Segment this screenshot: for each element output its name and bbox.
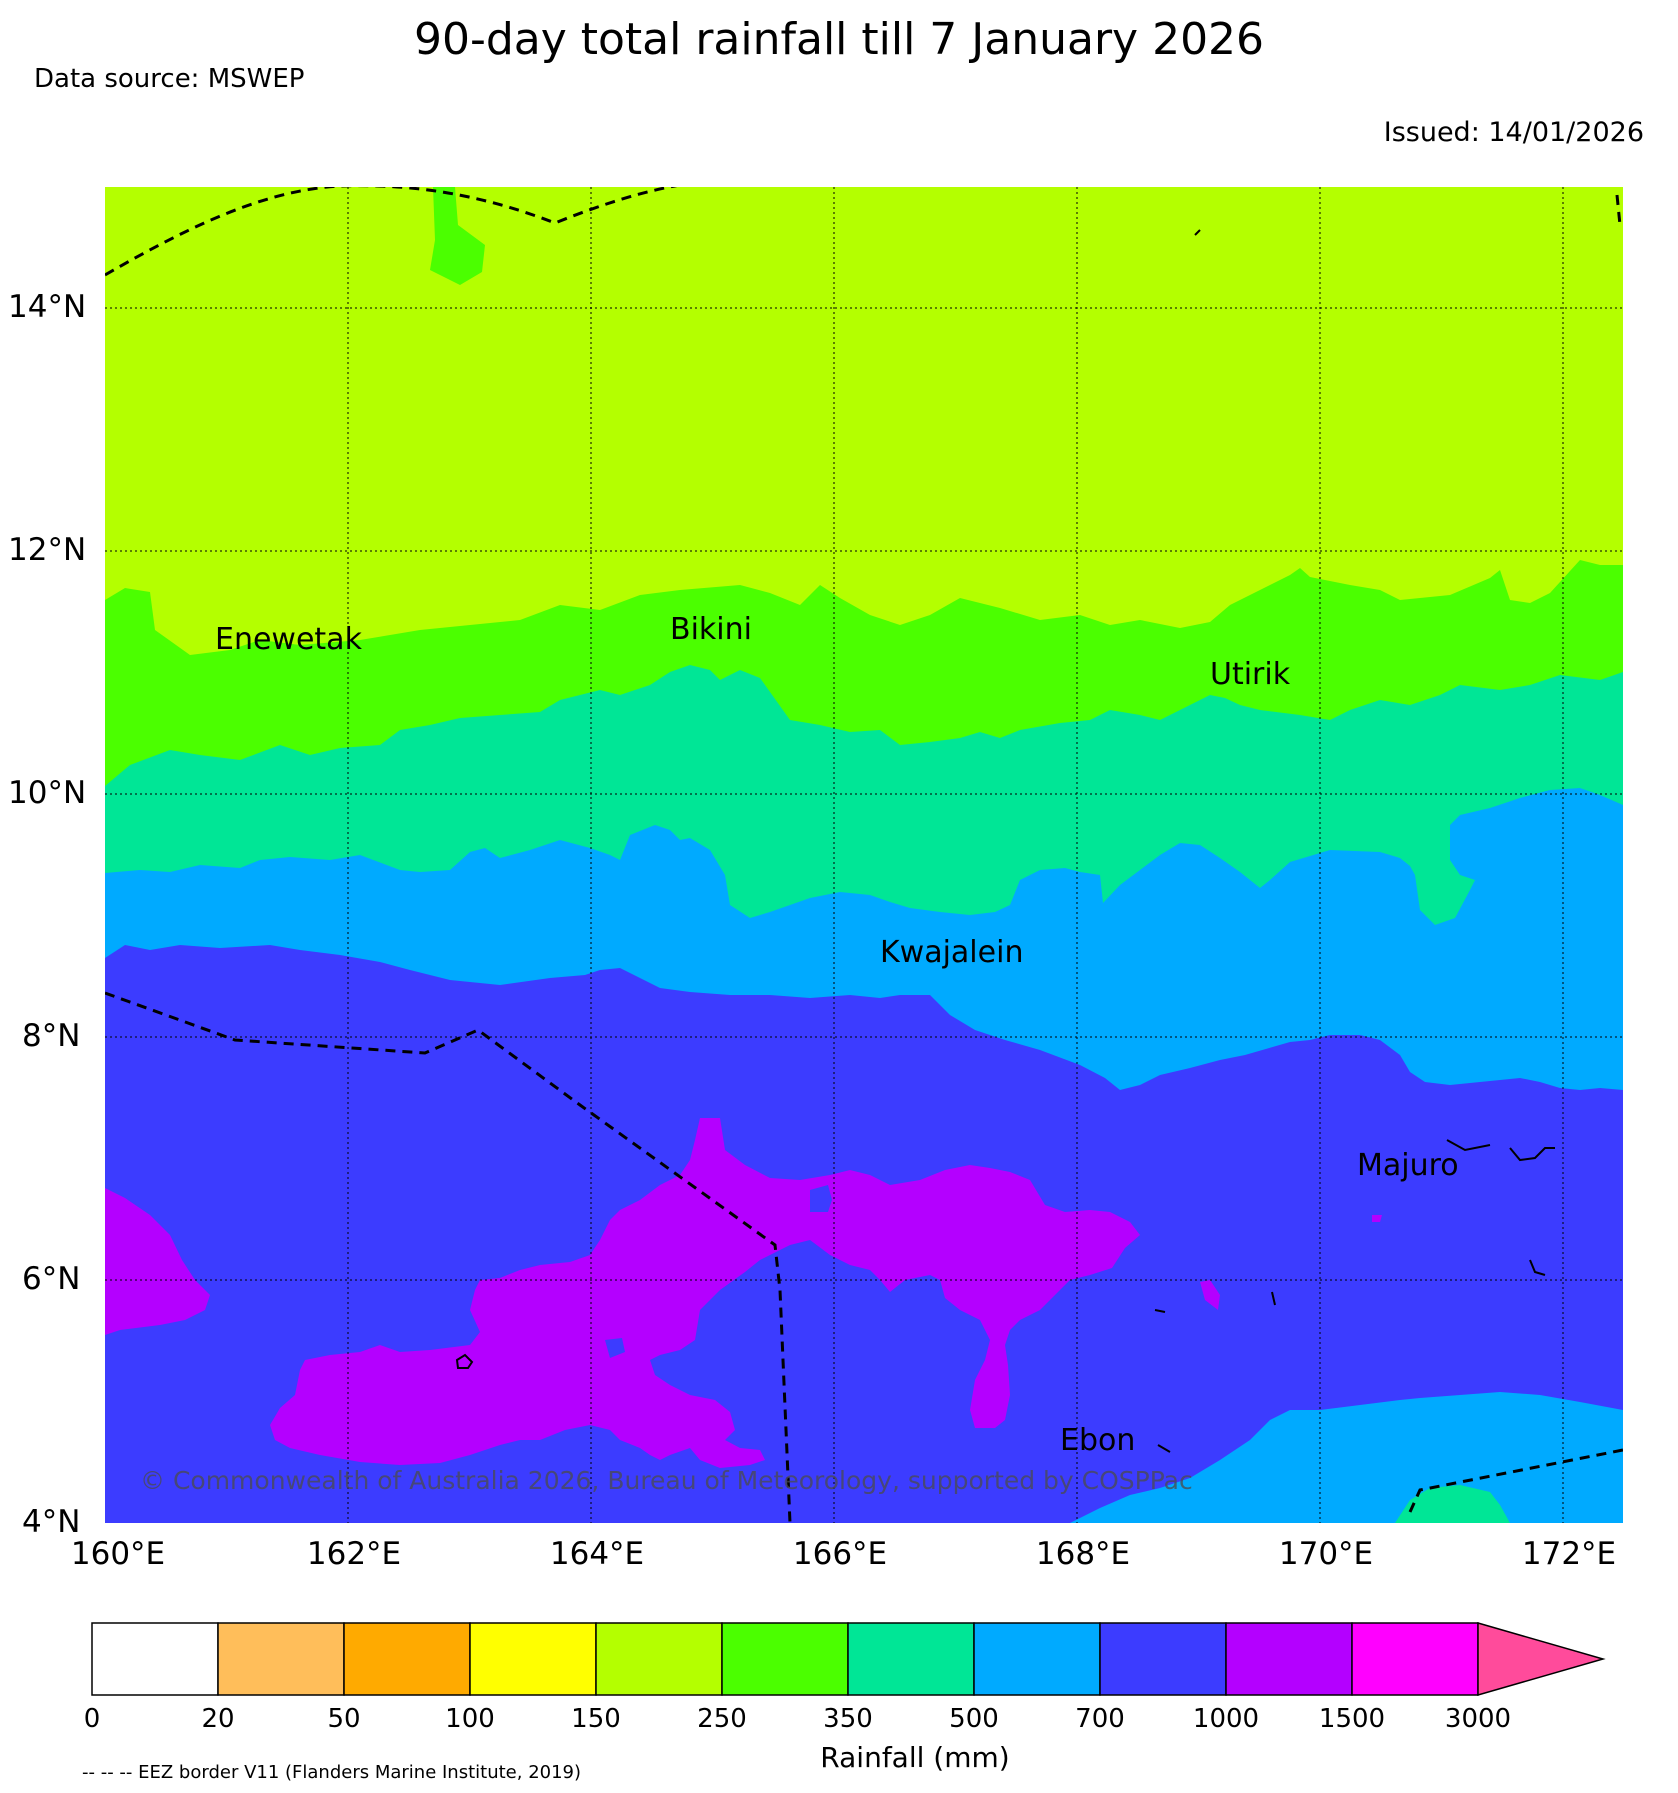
colorbar-tick-label: 250 [697, 1704, 747, 1734]
place-label-kwajalein: Kwajalein [880, 935, 1024, 970]
colorbar-bin-50-100 [343, 1622, 471, 1696]
lon-label: 160°E [70, 1536, 166, 1572]
colorbar-bin-500-700 [973, 1622, 1101, 1696]
map-title: 90-day total rainfall till 7 January 202… [413, 14, 1265, 65]
lon-label: 172°E [1521, 1536, 1617, 1572]
colorbar-tick-label: 150 [571, 1704, 621, 1734]
lat-label: 8°N [22, 1018, 81, 1054]
blob-1000-1500-east [1200, 1280, 1220, 1310]
colorbar-bin-350-500 [847, 1622, 975, 1696]
place-label-bikini: Bikini [670, 612, 752, 647]
place-label-enewetak: Enewetak [215, 622, 362, 657]
colorbar-tick-label: 0 [83, 1704, 101, 1734]
colorbar-tick-label: 50 [327, 1704, 361, 1734]
colorbar-tick-label: 1000 [1192, 1704, 1260, 1734]
colorbar [91, 1622, 1606, 1696]
data-source: Data source: MSWEP [34, 64, 305, 94]
eez-border [105, 187, 1623, 1523]
lon-label: 162°E [306, 1536, 402, 1572]
colorbar-tick-label: 1500 [1318, 1704, 1386, 1734]
band-1000-1500-west [105, 1188, 210, 1335]
colorbar-bin-250-350 [721, 1622, 849, 1696]
issued-date: Issued: 14/01/2026 [1383, 117, 1644, 148]
colorbar-extend-arrow [1477, 1622, 1606, 1696]
colorbar-bin-700-1000 [1099, 1622, 1227, 1696]
colorbar-tick-label: 700 [1075, 1704, 1125, 1734]
eez-footnote: -- -- -- EEZ border V11 (Flanders Marine… [82, 1762, 582, 1783]
band-500-700-south [1070, 1392, 1623, 1523]
lon-label: 168°E [1035, 1536, 1131, 1572]
lon-label: 164°E [549, 1536, 645, 1572]
colorbar-tick-label: 3000 [1444, 1704, 1512, 1734]
lat-label: 14°N [8, 289, 87, 325]
atoll-outlines [455, 229, 1555, 1453]
place-label-utirik: Utirik [1210, 657, 1291, 692]
lat-label: 10°N [8, 775, 87, 811]
lon-label: 166°E [792, 1536, 888, 1572]
colorbar-tick-label: 500 [949, 1704, 999, 1734]
lat-label: 4°N [22, 1504, 81, 1540]
blob-250-350-north [430, 187, 485, 285]
colorbar-bin-100-150 [469, 1622, 597, 1696]
band-350-500-south [1395, 1485, 1510, 1523]
lat-label: 12°N [8, 532, 87, 568]
hole-1 [810, 1185, 832, 1212]
colorbar-title: Rainfall (mm) [820, 1741, 1010, 1774]
colorbar-bin-1500-3000 [1351, 1622, 1479, 1696]
gridlines [105, 187, 1623, 1523]
colorbar-tick-label: 100 [445, 1704, 495, 1734]
lat-label: 6°N [22, 1261, 81, 1297]
copyright-notice: © Commonwealth of Australia 2026, Bureau… [140, 1466, 1193, 1495]
hole-3 [605, 1338, 625, 1358]
blob-1000-1500-majuro [1372, 1215, 1382, 1222]
hole-2 [820, 1335, 885, 1360]
place-label-majuro: Majuro [1357, 1148, 1459, 1183]
band-1000-1500-central [270, 1118, 1140, 1468]
colorbar-tick-label: 350 [823, 1704, 873, 1734]
place-label-ebon: Ebon [1060, 1423, 1136, 1458]
colorbar-bin-150-250 [595, 1622, 723, 1696]
colorbar-tick-label: 20 [201, 1704, 235, 1734]
colorbar-bin-20-50 [217, 1622, 345, 1696]
lon-label: 170°E [1278, 1536, 1374, 1572]
colorbar-bin-0-20 [91, 1622, 219, 1696]
colorbar-bin-1000-1500 [1225, 1622, 1353, 1696]
